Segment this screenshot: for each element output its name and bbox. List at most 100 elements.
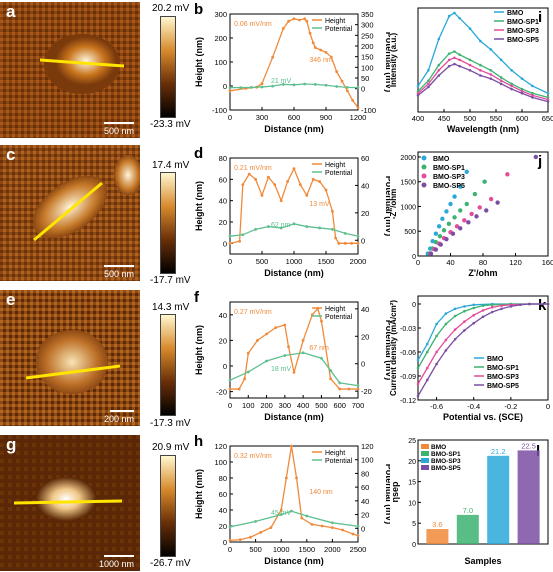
y2-tick-label: 40 — [361, 305, 369, 314]
data-point — [338, 387, 342, 391]
y2-tick-label: 100 — [361, 456, 374, 465]
x-tick-label: 450 — [438, 114, 451, 123]
data-point — [444, 338, 448, 342]
y2-tick-label: 40 — [361, 181, 369, 190]
scale-bar-label: 500 nm — [103, 126, 134, 136]
scale-bar-label: 1000 nm — [98, 559, 134, 569]
y2-tick-label: 20 — [361, 332, 369, 341]
panel-label: k — [538, 297, 547, 314]
y-tick-label: 0 — [223, 362, 227, 371]
series-line — [417, 303, 548, 369]
data-point — [287, 19, 291, 23]
colorbar-max-label: 20.2 mV — [152, 3, 190, 14]
x-tick-label: 1000 — [286, 257, 303, 266]
data-point — [260, 193, 264, 197]
data-point — [305, 514, 309, 518]
legend-label: BMO-SP5 — [487, 383, 519, 390]
y-tick-label: 20 — [219, 336, 227, 345]
y-tick-label: 0 — [223, 538, 227, 547]
x-tick-label: 2000 — [324, 545, 341, 554]
data-point — [237, 387, 241, 391]
series-line — [417, 12, 549, 94]
plot-frame — [417, 439, 549, 545]
x-tick-label: 600 — [333, 401, 346, 410]
data-point — [320, 524, 324, 528]
data-point — [303, 82, 307, 86]
data-point — [254, 227, 257, 231]
y-tick-label: -0.09 — [400, 374, 416, 381]
data-point — [274, 326, 278, 329]
bar-bmo-sp3 — [487, 455, 510, 544]
data-point — [254, 177, 257, 181]
x-tick-label: 500 — [464, 114, 477, 123]
data-point — [458, 16, 461, 20]
y-tick-label: 500 — [404, 229, 416, 236]
data-point — [546, 98, 550, 101]
data-point — [335, 85, 339, 88]
series-line-height — [229, 445, 359, 542]
annotation: 140 nm — [309, 489, 333, 496]
y-tick-label: 60 — [219, 490, 227, 499]
annotation: 62 nm — [271, 222, 291, 229]
y-tick-label: 25 — [408, 438, 416, 445]
data-point — [283, 323, 287, 327]
data-point — [518, 303, 522, 307]
afm-image-e: e 200 nm — [0, 290, 140, 426]
data-point — [479, 74, 482, 77]
data-point — [295, 476, 298, 480]
y-tick-label: -0.03 — [400, 326, 416, 333]
data-point — [311, 41, 315, 45]
legend-label: BMO-SP3 — [507, 28, 539, 35]
data-point — [463, 329, 466, 332]
annotation: 18 mV — [271, 366, 292, 373]
data-point — [254, 520, 257, 523]
data-point — [433, 231, 439, 236]
y2-tick-label: 250 — [361, 31, 374, 40]
x-tick-label: 2500 — [350, 545, 367, 554]
panel-label: j — [537, 153, 542, 170]
y2-tick-label: 100 — [361, 63, 374, 72]
data-point — [416, 84, 420, 88]
x-tick-label: 400 — [297, 401, 310, 410]
data-point — [319, 48, 323, 52]
chart-j: j 0 40 80 120 160 0 500 1000 1500 2000 Z'/ohm -Z''/o… — [389, 151, 553, 278]
data-point — [241, 233, 245, 237]
data-point — [290, 444, 293, 448]
data-point — [228, 86, 232, 89]
chart-k: k -0.6 -0.4 -0.2 0 0 -0.03 -0.06 -0.09 -0.12 Poten… — [389, 295, 550, 422]
data-point — [292, 167, 296, 171]
data-point — [265, 332, 268, 336]
legend-label: Potential — [325, 170, 353, 177]
data-point — [416, 91, 420, 95]
x-tick-label: 40 — [446, 258, 454, 267]
data-point — [479, 68, 482, 72]
legend-label: BMO-SP3 — [431, 458, 461, 465]
data-point — [453, 337, 457, 341]
y-axis-label: -Z''/ohm — [389, 189, 398, 219]
y2-axis-label: Potential (mV) — [384, 320, 390, 381]
series-line-height — [229, 18, 359, 108]
annotation: 21 mV — [271, 78, 292, 85]
data-point — [458, 53, 461, 56]
data-point — [546, 96, 550, 99]
series-line — [417, 63, 549, 103]
colorbar-min-label: -23.3 mV — [150, 119, 191, 130]
data-point — [351, 99, 355, 102]
legend-label: BMO-SP1 — [433, 165, 465, 172]
data-point — [458, 184, 463, 189]
afm-image-g: g 1000 nm — [0, 435, 140, 571]
data-point — [499, 76, 503, 79]
data-point — [499, 58, 503, 62]
legend-label: BMO-SP5 — [433, 183, 465, 190]
data-point — [331, 227, 334, 231]
scale-bar-label: 500 nm — [103, 269, 134, 279]
data-point — [324, 51, 328, 54]
colorbar-e — [160, 314, 176, 416]
panel-label-e: e — [6, 290, 16, 309]
data-point — [484, 208, 489, 213]
x-tick-label: 650 — [542, 114, 553, 123]
bar-bmo — [426, 529, 449, 544]
y-tick-label: 20 — [219, 522, 227, 531]
afm-image-a-svg — [0, 2, 140, 138]
data-point — [444, 349, 448, 352]
